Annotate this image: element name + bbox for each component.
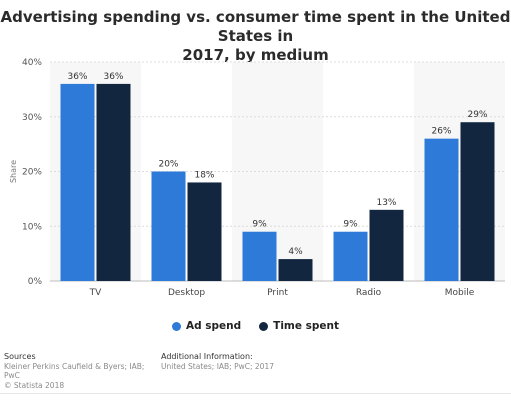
bar-ad-spend-mobile (424, 138, 459, 281)
data-label: 18% (194, 170, 214, 180)
y-tick-label: 0% (28, 277, 43, 287)
bar-chart: 0% 10% 20% 30% 40% Share 36% 36% TV 20% 18% Desktop… (9, 58, 505, 298)
chart-title-line-2: 2017, by medium (182, 46, 329, 64)
sources-text: Kleiner Perkins Caufield & Byers; IAB; P… (4, 361, 145, 381)
data-label: 9% (252, 220, 267, 230)
footer-divider (0, 393, 511, 394)
chart-legend: Ad spend Time spent (0, 320, 511, 332)
additional-info-text: United States; IAB; PwC; 2017 (161, 361, 274, 371)
y-axis-label: Share (9, 160, 18, 183)
bar-time-spent-radio (369, 209, 404, 281)
x-tick-label: Print (267, 288, 288, 298)
additional-info-block: Additional Information: United States; I… (161, 352, 361, 371)
sources-block: Sources Kleiner Perkins Caufield & Byers… (4, 352, 154, 390)
y-tick-label: 20% (22, 168, 42, 178)
bar-ad-spend-print (242, 231, 277, 281)
bar-time-spent-print (278, 259, 313, 281)
legend-label-time-spent: Time spent (273, 320, 340, 332)
sources-heading: Sources (4, 352, 36, 361)
legend-label-ad-spend: Ad spend (185, 320, 242, 332)
bar-ad-spend-desktop (151, 171, 186, 281)
chart-title: Advertising spending vs. consumer time s… (0, 8, 511, 65)
copyright-text: © Statista 2018 (4, 380, 65, 390)
y-tick-label: 40% (22, 58, 42, 68)
data-label: 26% (431, 127, 451, 137)
bar-ad-spend-tv (60, 83, 95, 282)
x-tick-label: Mobile (445, 288, 475, 298)
data-label: 36% (103, 72, 123, 82)
data-label: 4% (288, 247, 303, 257)
additional-info-heading: Additional Information: (161, 352, 253, 361)
y-tick-label: 30% (22, 113, 42, 123)
x-tick-label: Desktop (168, 288, 205, 298)
legend-swatch-time-spent (259, 321, 269, 331)
data-label: 13% (376, 198, 396, 208)
legend-item-time-spent[interactable]: Time spent (259, 320, 339, 332)
data-label: 9% (343, 220, 358, 230)
y-tick-label: 10% (22, 222, 42, 232)
bar-time-spent-mobile (460, 122, 495, 281)
data-label: 29% (467, 110, 487, 120)
legend-item-ad-spend[interactable]: Ad spend (171, 320, 242, 332)
bar-ad-spend-radio (333, 231, 368, 281)
legend-swatch-ad-spend (171, 321, 181, 331)
data-label: 36% (67, 72, 87, 82)
chart-title-line-1: Advertising spending vs. consumer time s… (0, 8, 511, 45)
x-tick-label: Radio (356, 288, 382, 298)
bar-time-spent-tv (96, 83, 131, 282)
bar-time-spent-desktop (187, 182, 222, 281)
data-label: 20% (158, 160, 178, 170)
x-tick-label: TV (89, 288, 102, 298)
